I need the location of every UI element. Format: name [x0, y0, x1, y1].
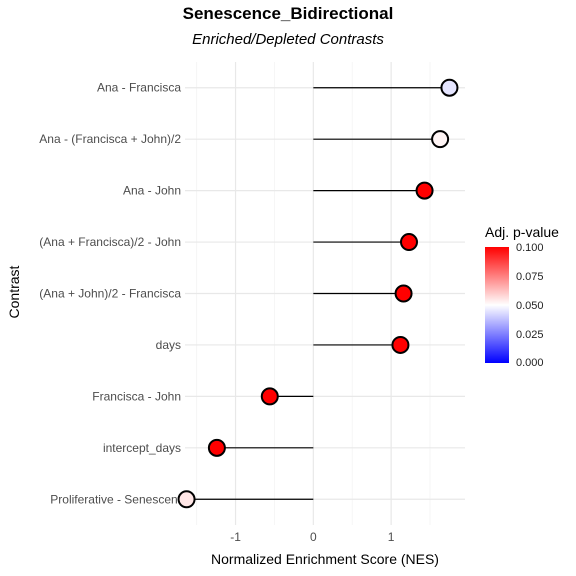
y-tick-label: (Ana + Francisca)/2 - John	[39, 235, 181, 249]
y-tick-label: Ana - Francisca	[97, 81, 181, 95]
legend-tick-label: 0.025	[516, 329, 544, 341]
legend-tick-label: 0.000	[516, 357, 544, 369]
lollipop-point	[391, 335, 410, 354]
chart-title: Senescence_Bidirectional	[182, 4, 394, 23]
x-tick-label: 1	[388, 530, 395, 544]
lollipop-point	[431, 130, 450, 149]
lollipop-point	[177, 490, 196, 509]
tick-label-layer: -1 0 1 Ana - Francisca Ana - (Francisca + Jo…	[39, 81, 395, 544]
point-layer	[177, 78, 459, 509]
chart-subtitle: Enriched/Depleted Contrasts	[192, 31, 384, 48]
legend-title: Adj. p-value	[485, 224, 559, 240]
y-tick-label: Ana - John	[123, 184, 181, 198]
legend-tick-label: 0.075	[516, 271, 544, 283]
lollipop-point	[394, 284, 413, 303]
y-axis-label: Contrast	[6, 265, 22, 319]
y-tick-label: Francisca - John	[92, 389, 181, 403]
lollipop-point	[400, 233, 418, 252]
y-tick-label: Proliferative - Senescent	[50, 492, 181, 506]
legend-tick-label: 0.100	[516, 242, 544, 254]
x-tick-label: -1	[230, 530, 241, 544]
y-tick-label: days	[156, 338, 181, 352]
x-axis-label: Normalized Enrichment Score (NES)	[211, 551, 439, 567]
lollipop-point	[260, 387, 279, 406]
legend-colorbar	[485, 247, 509, 363]
lollipop-point	[207, 438, 226, 457]
y-tick-label: intercept_days	[103, 441, 181, 455]
y-tick-label: (Ana + John)/2 - Francisca	[39, 287, 181, 301]
lollipop-point	[440, 78, 459, 97]
y-tick-label: Ana - (Francisca + John)/2	[39, 132, 181, 146]
legend-tick-label: 0.050	[516, 300, 544, 312]
lollipop-point	[415, 181, 434, 200]
x-tick-label: 0	[310, 530, 317, 544]
